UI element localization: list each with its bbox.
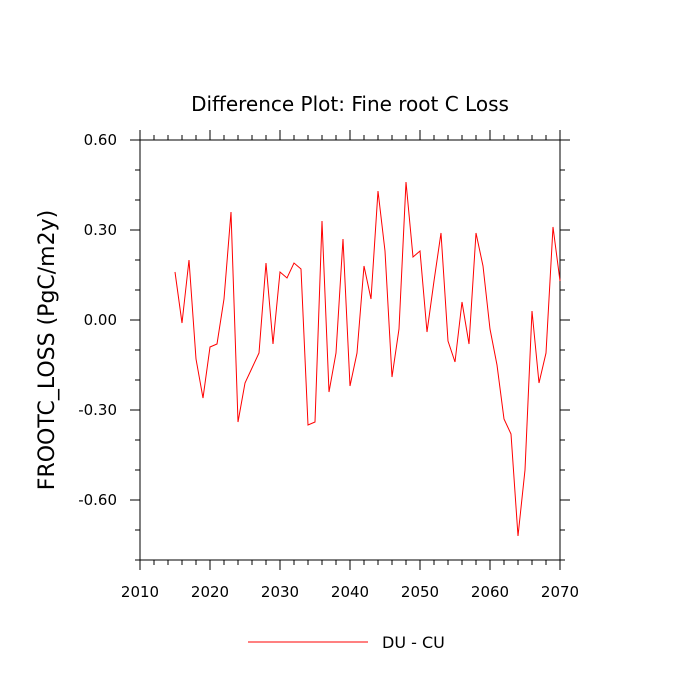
y-axis-label: FROOTC_LOSS (PgC/m2y) <box>35 210 60 490</box>
legend-label-du-cu: DU - CU <box>382 633 445 652</box>
x-tick-label: 2010 <box>121 583 159 601</box>
y-tick-label: -0.30 <box>78 401 117 419</box>
x-tick-label: 2040 <box>331 583 369 601</box>
plot-frame <box>139 139 561 561</box>
x-tick-label: 2050 <box>401 583 439 601</box>
y-tick-label: -0.60 <box>78 491 117 509</box>
x-tick-label: 2030 <box>261 583 299 601</box>
y-tick-label: 0.60 <box>84 131 117 149</box>
axis-tick-labels: 2010 2020 2030 2040 2050 2060 2070 0.60 0.30 0.00… <box>78 131 579 601</box>
legend: DU - CU <box>248 633 445 652</box>
y-tick-label: 0.00 <box>84 311 117 329</box>
x-tick-label: 2020 <box>191 583 229 601</box>
axis-ticks <box>130 130 570 570</box>
x-tick-label: 2070 <box>541 583 579 601</box>
chart-title: Difference Plot: Fine root C Loss <box>191 92 509 116</box>
series-line-du-cu <box>174 181 561 537</box>
series-layer <box>174 181 561 537</box>
x-tick-label: 2060 <box>471 583 509 601</box>
y-tick-label: 0.30 <box>84 221 117 239</box>
